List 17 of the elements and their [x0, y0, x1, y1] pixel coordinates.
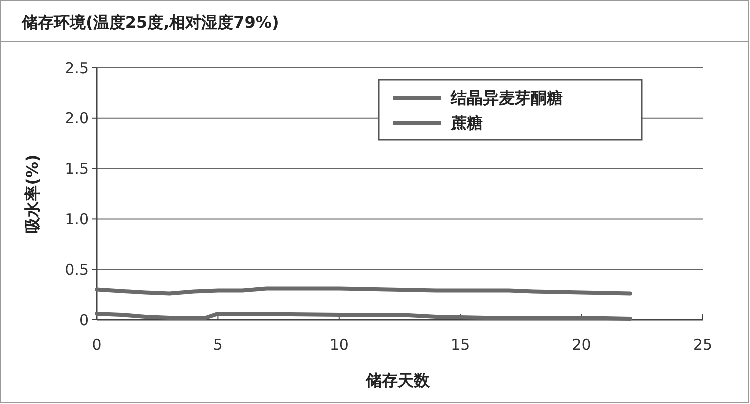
x-tick-label: 20: [572, 336, 592, 354]
y-axis-title: 吸水率(%): [23, 154, 42, 234]
x-tick-label: 10: [330, 336, 349, 354]
x-tick-label: 25: [693, 336, 713, 354]
y-tick-label: 2.0: [65, 110, 89, 128]
y-tick-label: 1.5: [65, 160, 89, 178]
y-tick-label: 1.0: [65, 210, 89, 228]
x-tick-label: 0: [92, 336, 102, 354]
legend-label: 蔗糖: [450, 114, 483, 133]
x-axis-title: 储存天数: [365, 371, 431, 390]
x-tick-label: 15: [451, 336, 470, 354]
x-tick-label: 5: [213, 336, 223, 354]
y-tick-label: 2.5: [65, 59, 89, 78]
chart-title: 储存环境(温度25度,相对湿度79%): [21, 13, 280, 32]
y-tick-label: 0.5: [65, 260, 89, 279]
y-tick-label: 0: [79, 311, 89, 330]
legend-label: 结晶异麦芽酮糖: [450, 88, 563, 108]
